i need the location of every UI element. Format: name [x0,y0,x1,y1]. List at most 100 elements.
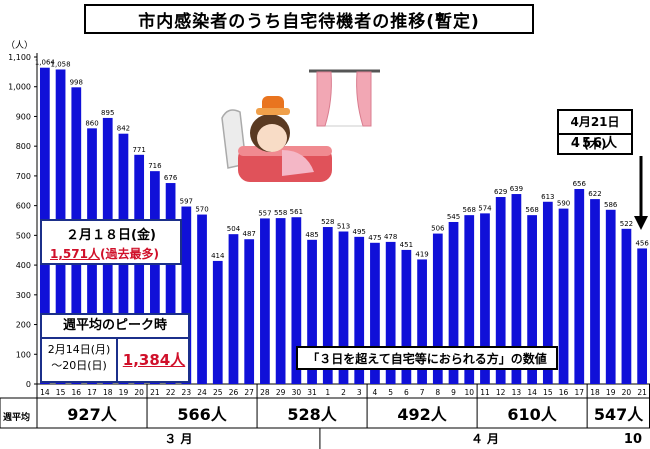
bar-value-label: 568 [525,206,538,214]
peak-week-heading: 週平均のピーク時 [42,315,188,339]
bar [165,183,176,384]
peak-week-callout: 週平均のピーク時 2月14日(月) ～20日(日) 1,384人 [40,313,190,383]
x-tick-label: 8 [435,388,440,397]
x-tick-label: 16 [72,388,82,397]
y-tick-label: 700 [16,172,31,181]
y-tick-label: 900 [16,112,31,121]
x-tick-label: 28 [260,388,270,397]
bar-value-label: 558 [274,209,287,217]
bar [401,249,412,384]
bar-value-label: 561 [290,208,303,216]
x-tick-label: 1 [325,388,330,397]
weekly-average-row-label: 週平均 [3,413,31,423]
bar [464,215,475,384]
x-tick-label: 10 [464,388,474,397]
x-tick-label: 9 [451,388,456,397]
bar-value-label: 998 [70,78,83,86]
x-tick-label: 21 [637,388,647,397]
weekly-average-value: 610人 [507,405,557,424]
weekly-average-value: 566人 [177,405,227,424]
bar [150,171,160,384]
x-tick-label: 13 [512,388,522,397]
bar [511,194,522,384]
y-axis-unit: （人） [6,40,33,51]
y-tick-label: 100 [16,350,31,359]
x-tick-label: 14 [527,388,537,397]
chart-title: 市内感染者のうち自宅待機者の推移(暫定) [84,4,534,34]
y-tick-label: 600 [16,202,31,211]
bar-value-label: 513 [337,222,350,230]
x-tick-label: 20 [134,388,144,397]
x-tick-label: 4 [373,388,378,397]
x-tick-label: 5 [388,388,393,397]
sick-person-illustration [221,69,380,182]
bar-value-label: 590 [557,200,570,208]
bar-value-label: 629 [494,188,507,196]
bar [558,208,569,384]
x-tick-label: 3 [357,388,362,397]
bar [322,227,333,384]
bar [228,234,239,384]
x-tick-label: 18 [590,388,600,397]
bar-value-label: 557 [258,209,271,217]
bar [354,236,365,384]
x-tick-label: 2 [341,388,346,397]
peak-week-period-end: ～20日(日) [51,359,107,372]
bar-value-label: 842 [117,125,130,133]
bar-value-label: 656 [573,180,587,188]
bar-value-label: 716 [148,162,162,170]
latest-value-callout: 4月21日(木) 456人 [557,109,633,155]
x-tick-label: 26 [229,388,239,397]
weekly-average-value: 492人 [397,405,447,424]
bar [338,231,349,384]
bar-value-label: 586 [604,201,618,209]
bar [605,209,616,384]
bar-value-label: 414 [211,252,225,260]
bar [181,206,192,384]
bar-value-label: 478 [384,233,397,241]
x-tick-label: 18 [103,388,113,397]
bar [197,214,207,384]
bar-value-label: 597 [180,198,193,206]
weekly-average-value: 528人 [287,405,337,424]
x-tick-label: 6 [404,388,409,397]
bar [307,239,317,384]
sick-person-icon [221,96,332,182]
bar [448,221,459,384]
bar-value-label: 456 [635,239,649,247]
x-tick-label: 12 [496,388,506,397]
bar-value-label: 568 [463,206,476,214]
x-tick-label: 31 [307,388,317,397]
bar [134,154,145,384]
bar [275,218,286,384]
x-tick-label: 20 [622,388,632,397]
bar [432,233,443,384]
latest-value: 456人 [570,136,620,151]
data-definition-note: 「３日を超えて自宅等におられる方」の数値 [296,346,558,370]
bar-value-label: 613 [541,193,554,201]
bar-value-label: 528 [321,218,334,226]
bar [495,197,506,384]
bar-value-label: 639 [510,185,523,193]
bar-value-label: 545 [447,213,460,221]
weekly-average-value: 547人 [594,405,644,424]
bar [590,199,600,384]
bar-value-label: 451 [400,241,413,249]
y-tick-label: 500 [16,231,31,240]
x-tick-label: 14 [40,388,50,397]
x-tick-label: 23 [182,388,192,397]
bar-value-label: 622 [588,190,601,198]
peak-day-note: (過去最多) [99,247,159,261]
bar-value-label: 504 [227,225,241,233]
weekly-average-value: 927人 [67,405,117,424]
bar-value-label: 495 [353,228,366,236]
bar [244,239,255,384]
x-tick-label: 16 [559,388,569,397]
x-tick-label: 7 [420,388,425,397]
x-tick-label: 30 [292,388,302,397]
bar-value-label: 771 [132,146,145,154]
x-tick-label: 24 [197,388,207,397]
page-number: 10 [623,432,642,447]
y-tick-label: 1,000 [8,83,31,92]
bar [370,242,380,384]
